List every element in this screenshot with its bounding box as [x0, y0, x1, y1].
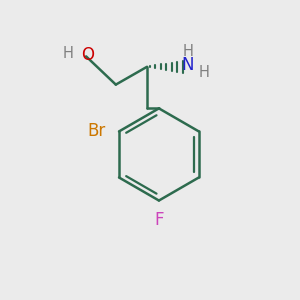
Text: F: F: [154, 211, 164, 229]
Text: H: H: [199, 65, 209, 80]
Text: Br: Br: [88, 122, 106, 140]
Text: H: H: [183, 44, 194, 59]
Text: O: O: [81, 46, 94, 64]
Text: N: N: [182, 56, 194, 74]
Text: H: H: [63, 46, 74, 61]
